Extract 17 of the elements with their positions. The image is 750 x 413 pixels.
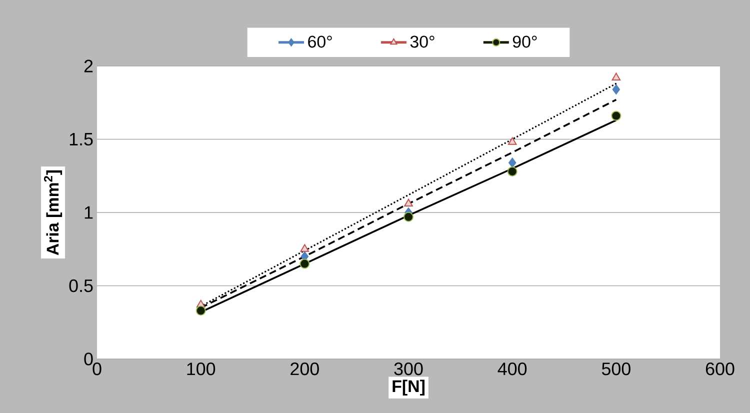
x-tick-label: 600 xyxy=(706,362,734,376)
legend-label: 60° xyxy=(308,36,332,48)
legend-label: 90° xyxy=(512,36,537,48)
y-axis-title: Aria [mm$^{2}$] xyxy=(44,170,62,256)
x-tick-label: 400 xyxy=(498,362,527,376)
legend-label: 30° xyxy=(410,36,434,48)
x-tick-label: 300 xyxy=(394,362,423,376)
y-tick-label: 0 xyxy=(84,352,93,366)
y-tick-label: 0.5 xyxy=(69,279,93,292)
y-tick-label: 1 xyxy=(84,206,93,219)
x-tick-label: 200 xyxy=(290,362,319,376)
y-tick-label: 1.5 xyxy=(70,132,93,146)
x-axis-title: F[N] xyxy=(392,380,424,396)
x-tick-label: 500 xyxy=(602,362,630,376)
y-tick-label: 2 xyxy=(84,60,93,72)
x-tick-label: 100 xyxy=(187,362,216,376)
x-tick-label: 0 xyxy=(92,362,102,376)
